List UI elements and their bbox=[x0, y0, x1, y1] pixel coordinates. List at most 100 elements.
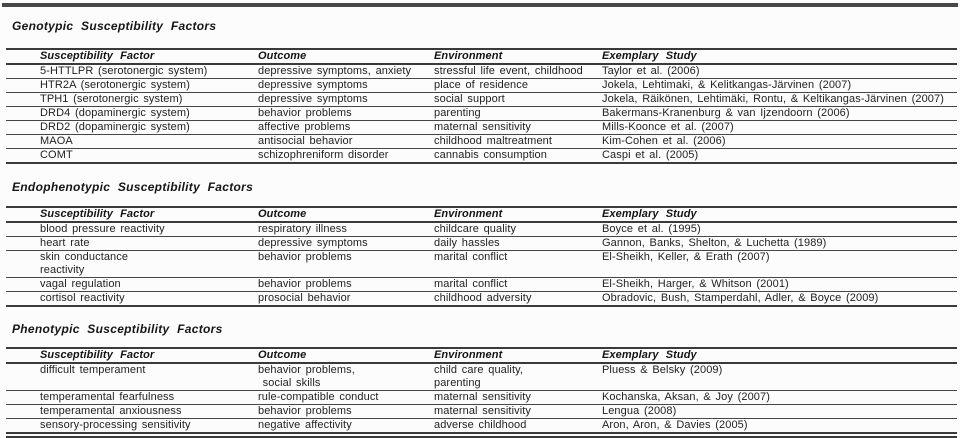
table-cell: childhood maltreatment bbox=[434, 134, 602, 149]
table-cell: negative affectivity bbox=[258, 418, 434, 435]
endophenotypic-factors-table: Susceptibility Factor Outcome Environment E… bbox=[6, 206, 957, 307]
column-header: Outcome bbox=[258, 49, 434, 65]
table-cell: difficult temperament bbox=[40, 364, 146, 376]
table-row: sensory-processing sensitivity negative a… bbox=[6, 418, 957, 435]
table-cell: Pluess & Belsky (2009) bbox=[602, 364, 723, 376]
table-cell: antisocial behavior bbox=[258, 134, 434, 149]
section-title-genotypic: Genotypic Susceptibility Factors bbox=[12, 19, 217, 33]
table-cell: respiratory illness bbox=[258, 223, 347, 235]
table-cell: El-Sheikh, Harger, & Whitson (2001) bbox=[602, 277, 957, 292]
table-cell: affective problems bbox=[258, 120, 434, 135]
table-cell: DRD2 (dopaminergic system) bbox=[6, 120, 258, 135]
table-cell: daily hassles bbox=[434, 236, 602, 251]
header-row: Susceptibility Factor Outcome Environment E… bbox=[6, 49, 957, 65]
table-cell: rule-compatible conduct bbox=[258, 390, 434, 405]
section-title-endophenotypic: Endophenotypic Susceptibility Factors bbox=[12, 180, 254, 194]
table-cell: childcare quality bbox=[434, 223, 517, 235]
table-row: DRD2 (dopaminergic system) affective prob… bbox=[6, 120, 957, 135]
table-cell: temperamental anxiousness bbox=[6, 404, 258, 419]
table-cell: maternal sensitivity bbox=[434, 404, 602, 419]
table-cell: stressful life event, childhood bbox=[434, 65, 583, 77]
table-cell: marital conflict bbox=[434, 250, 602, 278]
table-cell: sensory-processing sensitivity bbox=[6, 418, 258, 435]
table-cell: Bakermans-Kranenburg & van Ijzendoorn (2… bbox=[602, 106, 957, 121]
table-row: difficult temperament behavior problems, … bbox=[6, 363, 957, 391]
table-row: HTR2A (serotonergic system) depressive sy… bbox=[6, 78, 957, 93]
table-cell: behavior problems bbox=[258, 277, 434, 292]
column-header: Susceptibility Factor bbox=[6, 348, 258, 364]
genotypic-factors-table: Susceptibility Factor Outcome Environment E… bbox=[6, 48, 957, 164]
table-cell: behavior problems bbox=[258, 106, 434, 121]
column-header: Susceptibility Factor bbox=[6, 49, 258, 65]
table-row: TPH1 (serotonergic system) depressive sym… bbox=[6, 92, 957, 107]
table-cell: Taylor et al. (2006) bbox=[602, 65, 700, 77]
table-cell: maternal sensitivity bbox=[434, 390, 602, 405]
column-header: Exemplary Study bbox=[602, 348, 957, 364]
column-header: Susceptibility Factor bbox=[6, 207, 258, 223]
table-row: blood pressure reactivity respiratory ill… bbox=[6, 222, 957, 237]
column-header: Exemplary Study bbox=[602, 49, 957, 65]
table-cell: adverse childhood bbox=[434, 418, 602, 435]
table-cell: place of residence bbox=[434, 78, 602, 93]
table-cell: maternal sensitivity bbox=[434, 120, 602, 135]
table-cell: TPH1 (serotonergic system) bbox=[6, 92, 258, 107]
table-cell: behavior problems, social skills bbox=[258, 364, 355, 389]
table-cell: vagal regulation bbox=[6, 277, 258, 292]
table-row: cortisol reactivity prosocial behavior chi… bbox=[6, 291, 957, 306]
table-cell: prosocial behavior bbox=[258, 291, 434, 306]
table-cell: behavior problems bbox=[258, 404, 434, 419]
table-cell: Jokela, Lehtimaki, & Kelitkangas-Järvine… bbox=[602, 78, 957, 93]
table-cell: MAOA bbox=[6, 134, 258, 149]
table-cell: cannabis consumption bbox=[434, 148, 602, 163]
column-header: Exemplary Study bbox=[602, 207, 957, 223]
table-cell: child care quality, parenting bbox=[434, 364, 524, 389]
table-cell: Kochanska, Aksan, & Joy (2007) bbox=[602, 390, 957, 405]
table-row: heart rate depressive symptoms daily hassl… bbox=[6, 236, 957, 251]
table-cell: Kim-Cohen et al. (2006) bbox=[602, 134, 957, 149]
table-cell: temperamental fearfulness bbox=[6, 390, 258, 405]
table-row: 5-HTTLPR (serotonergic system) depressive… bbox=[6, 64, 957, 79]
table-cell: depressive symptoms bbox=[258, 92, 434, 107]
table-cell: COMT bbox=[6, 148, 258, 163]
table-cell: HTR2A (serotonergic system) bbox=[6, 78, 258, 93]
table-cell: Aron, Aron, & Davies (2005) bbox=[602, 418, 957, 435]
table-cell: schizophreniform disorder bbox=[258, 148, 434, 163]
table-cell: depressive symptoms, anxiety bbox=[258, 65, 412, 77]
table-cell: depressive symptoms bbox=[258, 78, 434, 93]
table-cell: social support bbox=[434, 92, 602, 107]
header-row: Susceptibility Factor Outcome Environment E… bbox=[6, 207, 957, 223]
table-row: skin conductance reactivity behavior prob… bbox=[6, 250, 957, 278]
table-cell: marital conflict bbox=[434, 277, 602, 292]
table-cell: El-Sheikh, Keller, & Erath (2007) bbox=[602, 250, 957, 278]
section-title-phenotypic: Phenotypic Susceptibility Factors bbox=[12, 322, 223, 336]
table-cell: Gannon, Banks, Shelton, & Luchetta (1989… bbox=[602, 236, 957, 251]
table-row: MAOA antisocial behavior childhood maltrea… bbox=[6, 134, 957, 149]
column-header: Outcome bbox=[258, 207, 434, 223]
table-cell: depressive symptoms bbox=[258, 236, 434, 251]
table-row: temperamental fearfulness rule-compatible… bbox=[6, 390, 957, 405]
table-row: COMT schizophreniform disorder cannabis co… bbox=[6, 148, 957, 163]
header-row: Susceptibility Factor Outcome Environment E… bbox=[6, 348, 957, 364]
table-cell: 5-HTTLPR (serotonergic system) bbox=[40, 65, 208, 77]
table-cell: Caspi et al. (2005) bbox=[602, 148, 957, 163]
table-cell: Boyce et al. (1995) bbox=[602, 223, 701, 235]
top-horizontal-rule bbox=[2, 3, 958, 7]
column-header: Environment bbox=[434, 49, 602, 65]
column-header: Environment bbox=[434, 348, 602, 364]
table-cell: DRD4 (dopaminergic system) bbox=[6, 106, 258, 121]
table-row: vagal regulation behavior problems marital… bbox=[6, 277, 957, 292]
table-row: temperamental anxiousness behavior proble… bbox=[6, 404, 957, 419]
column-header: Outcome bbox=[258, 348, 434, 364]
column-header: Environment bbox=[434, 207, 602, 223]
table-cell: childhood adversity bbox=[434, 291, 602, 306]
table-cell: Obradovic, Bush, Stamperdahl, Adler, & B… bbox=[602, 291, 957, 306]
table-cell: Lengua (2008) bbox=[602, 404, 957, 419]
table-cell: heart rate bbox=[6, 236, 258, 251]
table-cell: Mills-Koonce et al. (2007) bbox=[602, 120, 957, 135]
table-cell: behavior problems bbox=[258, 250, 434, 278]
table-cell: skin conductance reactivity bbox=[6, 250, 258, 278]
phenotypic-factors-table: Susceptibility Factor Outcome Environment E… bbox=[6, 347, 957, 438]
table-cell: Jokela, Räikönen, Lehtimäki, Rontu, & Ke… bbox=[602, 92, 957, 107]
table-cell: parenting bbox=[434, 106, 602, 121]
